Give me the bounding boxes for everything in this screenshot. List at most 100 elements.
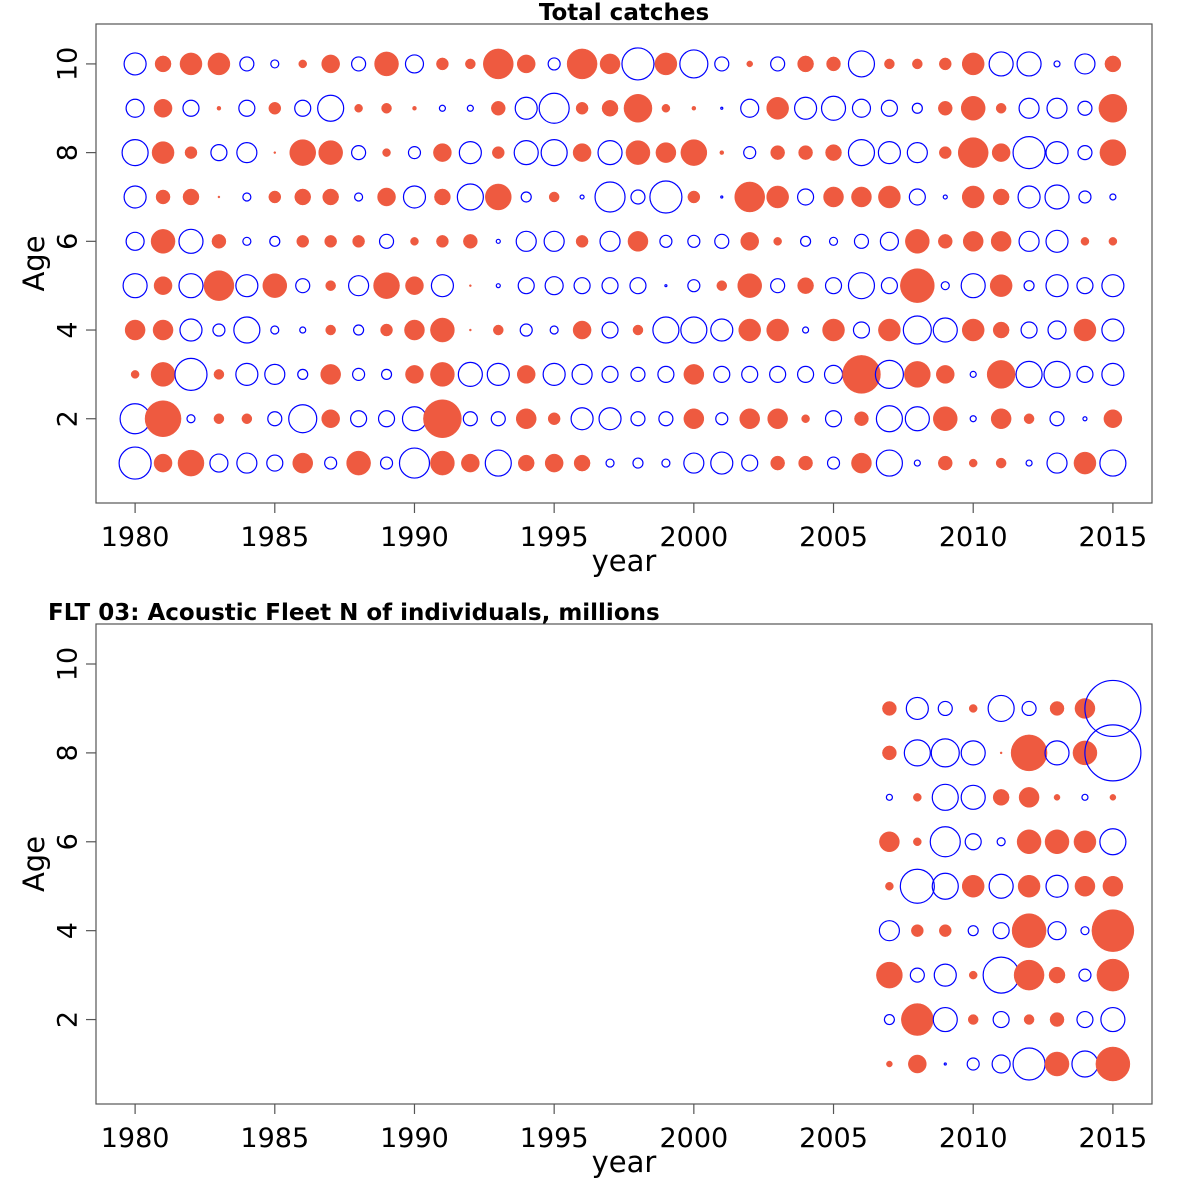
bubble-negative — [902, 315, 932, 345]
bubble-negative — [236, 452, 258, 474]
bubble-positive — [262, 273, 288, 298]
bubble-negative — [601, 365, 619, 383]
bubble-positive — [381, 103, 392, 114]
bubble-negative — [378, 233, 395, 249]
x-axis-title: year — [592, 1145, 657, 1179]
bubble-positive — [469, 284, 472, 287]
x-tick-label: 1995 — [520, 1123, 589, 1154]
bubble-negative — [1018, 230, 1040, 252]
bubble-negative — [987, 694, 1015, 723]
bubble-positive — [798, 455, 813, 471]
bubble-positive — [1108, 237, 1118, 246]
bubble-negative — [236, 142, 258, 164]
bubble-negative — [1081, 793, 1089, 801]
bubble-positive — [517, 454, 535, 472]
bubble-positive — [901, 1003, 934, 1036]
bubble-positive — [1010, 734, 1048, 772]
bubble-positive — [572, 143, 592, 162]
bubble-positive — [961, 185, 985, 209]
bubble-negative — [484, 449, 512, 477]
bubble-negative — [932, 317, 958, 343]
bubble-negative — [905, 696, 929, 721]
bubble-positive — [493, 324, 504, 336]
bubble-negative — [233, 316, 261, 344]
bubble-positive — [737, 273, 762, 298]
bubble-negative — [741, 365, 759, 383]
bubble-positive — [483, 48, 514, 80]
bubble-positive — [430, 317, 455, 343]
bubble-positive — [241, 413, 253, 424]
bubble-negative — [996, 837, 1006, 847]
chart-title: FLT 03: Acoustic Fleet N of individuals,… — [48, 600, 660, 626]
bubble-positive — [822, 318, 845, 342]
y-tick-label: 6 — [53, 833, 84, 850]
y-tick-label: 2 — [53, 410, 84, 427]
bubble-negative — [960, 740, 986, 766]
bubble-negative — [823, 364, 844, 384]
bubble-negative — [966, 1057, 980, 1071]
bubble-positive — [296, 235, 309, 248]
bubble-positive — [716, 280, 728, 291]
bubble-negative — [991, 1054, 1011, 1074]
bubble-negative — [379, 456, 394, 470]
bubble-positive — [798, 145, 813, 160]
bubble-negative — [294, 99, 312, 117]
bubble-positive — [1099, 139, 1127, 166]
bubble-negative — [899, 868, 935, 904]
bubble-negative — [824, 410, 843, 428]
bubble-positive — [184, 146, 198, 159]
bubble-positive — [324, 235, 337, 248]
bubble-negative — [238, 99, 256, 117]
bubble-positive — [155, 189, 171, 205]
bubble-positive — [380, 323, 393, 337]
bubble-negative — [930, 738, 960, 768]
bubble-negative — [770, 56, 786, 72]
bubble-positive — [823, 186, 844, 208]
bubble-positive — [739, 408, 760, 429]
bubble-positive — [325, 280, 336, 291]
bubble-positive — [990, 408, 1012, 429]
bubble-negative — [179, 318, 203, 342]
bubble-positive — [144, 400, 182, 437]
bubble-positive — [213, 369, 225, 380]
bubble-positive — [884, 58, 895, 70]
bubble-positive — [905, 229, 930, 254]
bubble-negative — [908, 188, 926, 206]
bubble-positive — [1098, 94, 1128, 123]
bubble-negative — [1101, 362, 1125, 386]
bubble-positive — [404, 319, 425, 341]
bubble-negative — [743, 146, 757, 160]
bubble-marks — [118, 47, 1128, 480]
bubble-negative — [354, 192, 364, 202]
bubble-positive — [938, 455, 953, 471]
bubble-negative — [543, 230, 565, 252]
bubble-positive — [766, 97, 789, 120]
bubble-negative — [182, 99, 200, 117]
bubble-negative — [982, 956, 1020, 994]
bubble-negative — [687, 279, 701, 293]
bubble-positive — [377, 187, 396, 207]
bubble-negative — [661, 458, 671, 468]
plot-frame — [95, 23, 1153, 504]
bubble-negative — [933, 963, 957, 987]
bubble-negative — [904, 406, 930, 432]
bubble-positive — [153, 453, 173, 473]
bubble-positive — [179, 52, 203, 76]
bubble-negative — [515, 230, 537, 252]
bubble-negative — [269, 235, 281, 247]
bubble-negative — [1012, 136, 1046, 170]
bubble-negative — [517, 277, 535, 295]
bubble-negative — [911, 102, 923, 114]
bubble-negative — [457, 361, 483, 387]
bubble-positive — [912, 58, 923, 70]
bubble-negative — [1074, 53, 1096, 75]
bubble-negative — [852, 321, 871, 339]
bubble-positive — [797, 55, 814, 73]
bubble-positive — [990, 231, 1012, 252]
bubble-negative — [1082, 416, 1088, 422]
bubble-negative — [710, 318, 734, 342]
bubble-marks — [876, 679, 1142, 1082]
bubble-positive — [294, 188, 311, 206]
bubble-positive — [601, 100, 619, 117]
bubble-negative — [495, 283, 501, 289]
